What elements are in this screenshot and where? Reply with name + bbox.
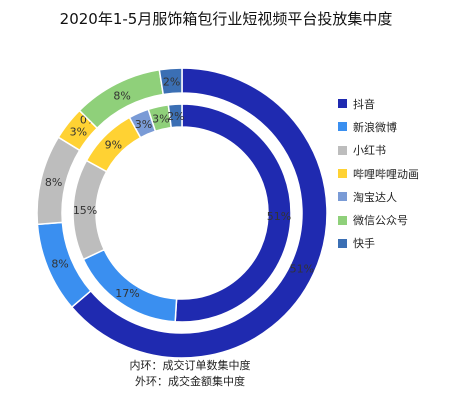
- legend-item: 抖音: [338, 92, 419, 115]
- legend-swatch: [338, 169, 347, 179]
- legend-item: 快手: [338, 232, 419, 255]
- legend-swatch: [338, 145, 347, 155]
- legend-item: 微信公众号: [338, 208, 419, 231]
- outer-ring-label-3: 3%: [70, 125, 87, 138]
- inner-ring-caption: 内环：成交订单数集中度: [129, 359, 251, 372]
- inner-ring-label-6: 2%: [167, 110, 184, 123]
- legend-item: 新浪微博: [338, 115, 419, 138]
- outer-ring-label-5: 8%: [113, 89, 130, 102]
- inner-ring-label-1: 17%: [115, 287, 139, 300]
- outer-ring-caption: 外环：成交金额集中度: [135, 375, 245, 388]
- legend-label: 微信公众号: [353, 214, 408, 228]
- legend-label: 抖音: [353, 97, 375, 111]
- inner-ring-segment-0: [174, 103, 292, 323]
- legend-label: 小红书: [353, 144, 386, 158]
- outer-ring-segment-6: [158, 67, 183, 96]
- legend-label: 哔哩哔哩动画: [353, 167, 419, 181]
- legend-item: 哔哩哔哩动画: [338, 162, 419, 185]
- legend-swatch: [338, 238, 347, 248]
- inner-ring-label-4: 3%: [135, 118, 152, 131]
- legend-swatch: [338, 192, 347, 202]
- inner-ring-label-5: 3%: [152, 112, 169, 125]
- legend-label: 快手: [353, 237, 375, 251]
- legend-swatch: [338, 122, 347, 132]
- legend-label: 新浪微博: [353, 120, 397, 134]
- inner-ring-label-2: 15%: [73, 204, 97, 217]
- inner-ring-segment-6: [167, 103, 183, 129]
- legend-swatch: [338, 99, 347, 109]
- outer-ring-label-2: 8%: [45, 176, 62, 189]
- legend-item: 小红书: [338, 139, 419, 162]
- outer-ring-segment-0: [70, 67, 328, 359]
- legend-item: 淘宝达人: [338, 185, 419, 208]
- outer-ring-label-1: 8%: [51, 258, 68, 271]
- ring-captions: 内环：成交订单数集中度 外环：成交金额集中度: [0, 358, 380, 390]
- outer-ring-label-6: 2%: [163, 75, 180, 88]
- chart-title: 2020年1-5月服饰箱包行业短视频平台投放集中度: [59, 10, 393, 28]
- legend-label: 淘宝达人: [353, 190, 397, 204]
- inner-ring-label-3: 9%: [105, 138, 122, 151]
- inner-ring-label-0: 51%: [267, 210, 291, 223]
- outer-ring-label-0: 51%: [290, 262, 314, 275]
- legend-swatch: [338, 215, 347, 225]
- legend: 抖音新浪微博小红书哔哩哔哩动画 淘宝达人微信公众号快手: [338, 92, 419, 255]
